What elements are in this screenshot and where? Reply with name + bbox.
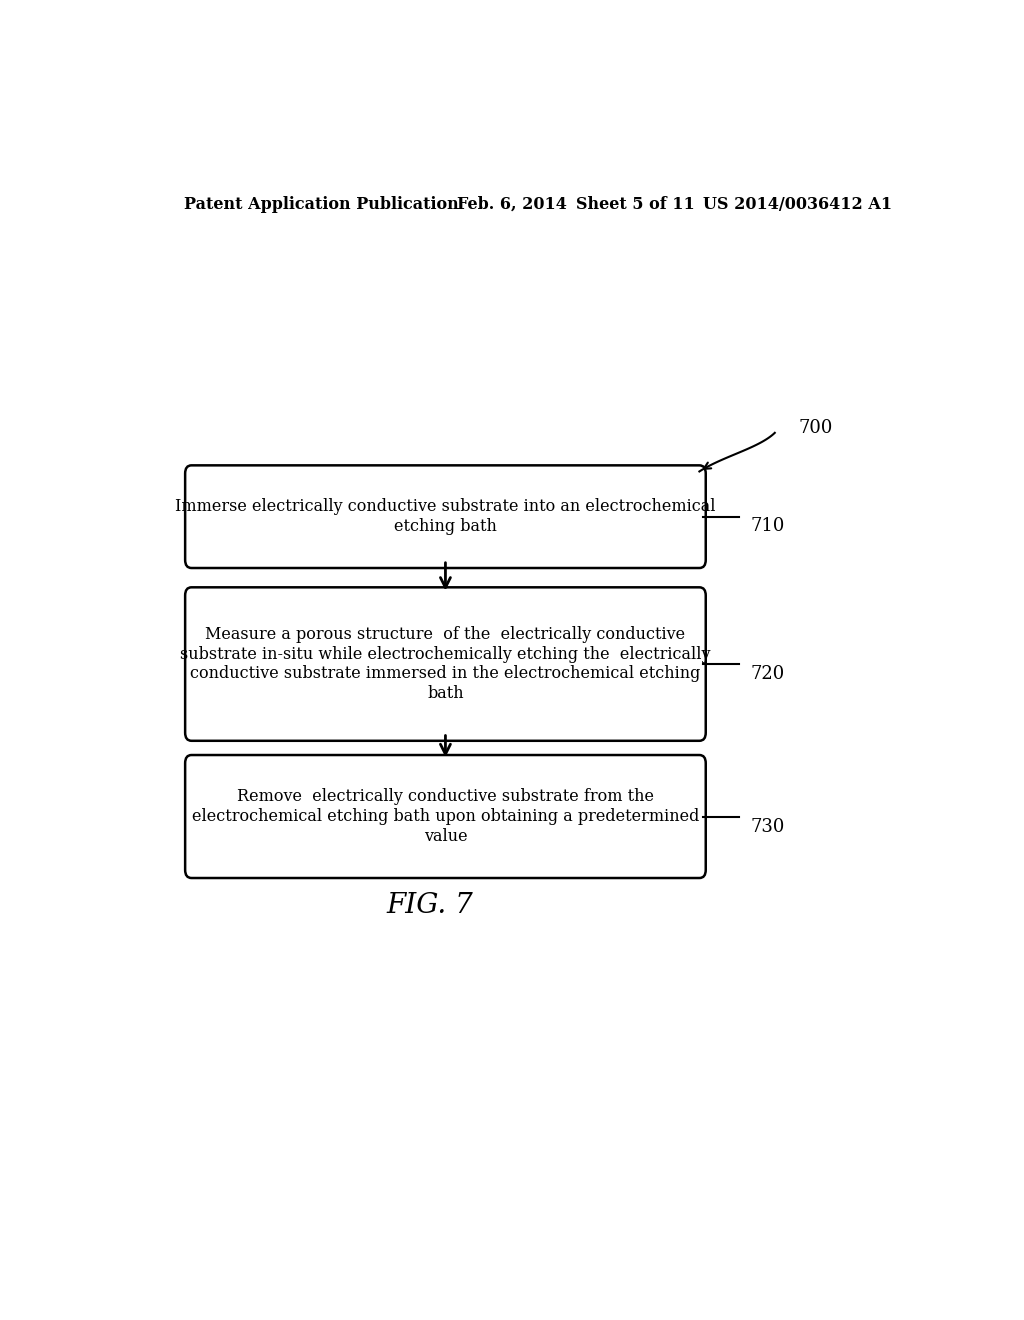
- Text: Remove  electrically conductive substrate from the
electrochemical etching bath : Remove electrically conductive substrate…: [191, 788, 699, 845]
- Text: Patent Application Publication: Patent Application Publication: [183, 195, 459, 213]
- Text: 730: 730: [751, 818, 785, 836]
- Text: Measure a porous structure  of the  electrically conductive
substrate in-situ wh: Measure a porous structure of the electr…: [180, 626, 711, 702]
- Text: FIG. 7: FIG. 7: [386, 892, 473, 919]
- FancyBboxPatch shape: [185, 755, 706, 878]
- Text: Feb. 6, 2014: Feb. 6, 2014: [458, 195, 567, 213]
- FancyBboxPatch shape: [185, 587, 706, 741]
- Text: 710: 710: [751, 517, 785, 536]
- Text: 720: 720: [751, 665, 785, 682]
- FancyBboxPatch shape: [185, 466, 706, 568]
- Text: Immerse electrically conductive substrate into an electrochemical
etching bath: Immerse electrically conductive substrat…: [175, 499, 716, 535]
- Text: US 2014/0036412 A1: US 2014/0036412 A1: [703, 195, 893, 213]
- Text: 700: 700: [799, 418, 833, 437]
- Text: Sheet 5 of 11: Sheet 5 of 11: [577, 195, 695, 213]
